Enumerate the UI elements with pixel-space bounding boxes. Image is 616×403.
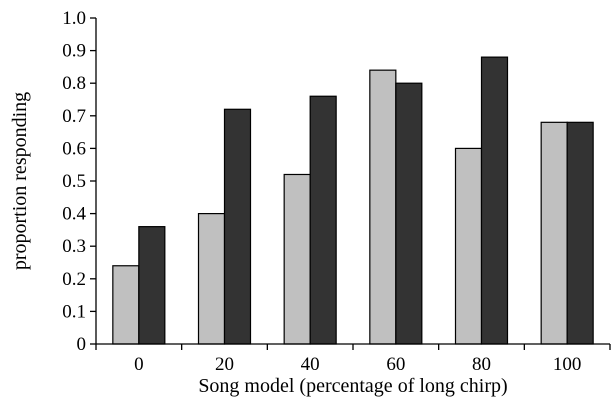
y-tick-label: 0.4 <box>62 204 86 225</box>
y-tick-label: 0.9 <box>62 41 86 62</box>
bar-series-2-0 <box>138 226 166 345</box>
x-tick-label: 60 <box>386 354 405 375</box>
x-tick-label: 100 <box>553 354 582 375</box>
y-tick-label: 0.8 <box>62 73 86 94</box>
bar-series-1-80 <box>454 147 483 345</box>
bar-series-1-0 <box>112 265 140 345</box>
bar-series-2-100 <box>566 121 594 345</box>
y-tick-label: 0.7 <box>62 106 86 127</box>
y-tick-label: 1.0 <box>62 8 86 29</box>
bars-layer <box>112 56 594 345</box>
x-tick-label: 0 <box>134 354 144 375</box>
bar-series-1-20 <box>197 213 226 345</box>
x-axis-label: Song model (percentage of long chirp) <box>198 375 507 397</box>
y-tick-label: 0.1 <box>62 301 86 322</box>
bar-series-2-80 <box>480 56 509 345</box>
x-tick-label: 80 <box>472 354 491 375</box>
y-tick-label: 0 <box>77 334 87 355</box>
axes-layer <box>95 18 610 345</box>
x-ticks: 0 20 40 60 80 100 <box>95 344 611 375</box>
bar-series-1-60 <box>369 69 397 345</box>
y-tick-label: 0.2 <box>62 269 86 290</box>
y-ticks: 0 0.1 0.2 0.3 0.4 0.5 0.6 0.7 0.8 0.9 1.0 <box>62 8 96 355</box>
bar-series-2-60 <box>395 82 423 345</box>
x-tick-label: 40 <box>301 354 320 375</box>
x-tick-label: 20 <box>215 354 234 375</box>
bar-series-2-40 <box>309 95 337 345</box>
y-tick-label: 0.6 <box>62 138 86 159</box>
y-tick-label: 0.3 <box>62 236 86 257</box>
bar-series-1-40 <box>283 173 311 345</box>
y-tick-label: 0.5 <box>62 171 86 192</box>
bar-series-2-20 <box>223 108 252 345</box>
y-axis-label: proportion responding <box>9 92 31 270</box>
bar-series-1-100 <box>540 121 568 345</box>
